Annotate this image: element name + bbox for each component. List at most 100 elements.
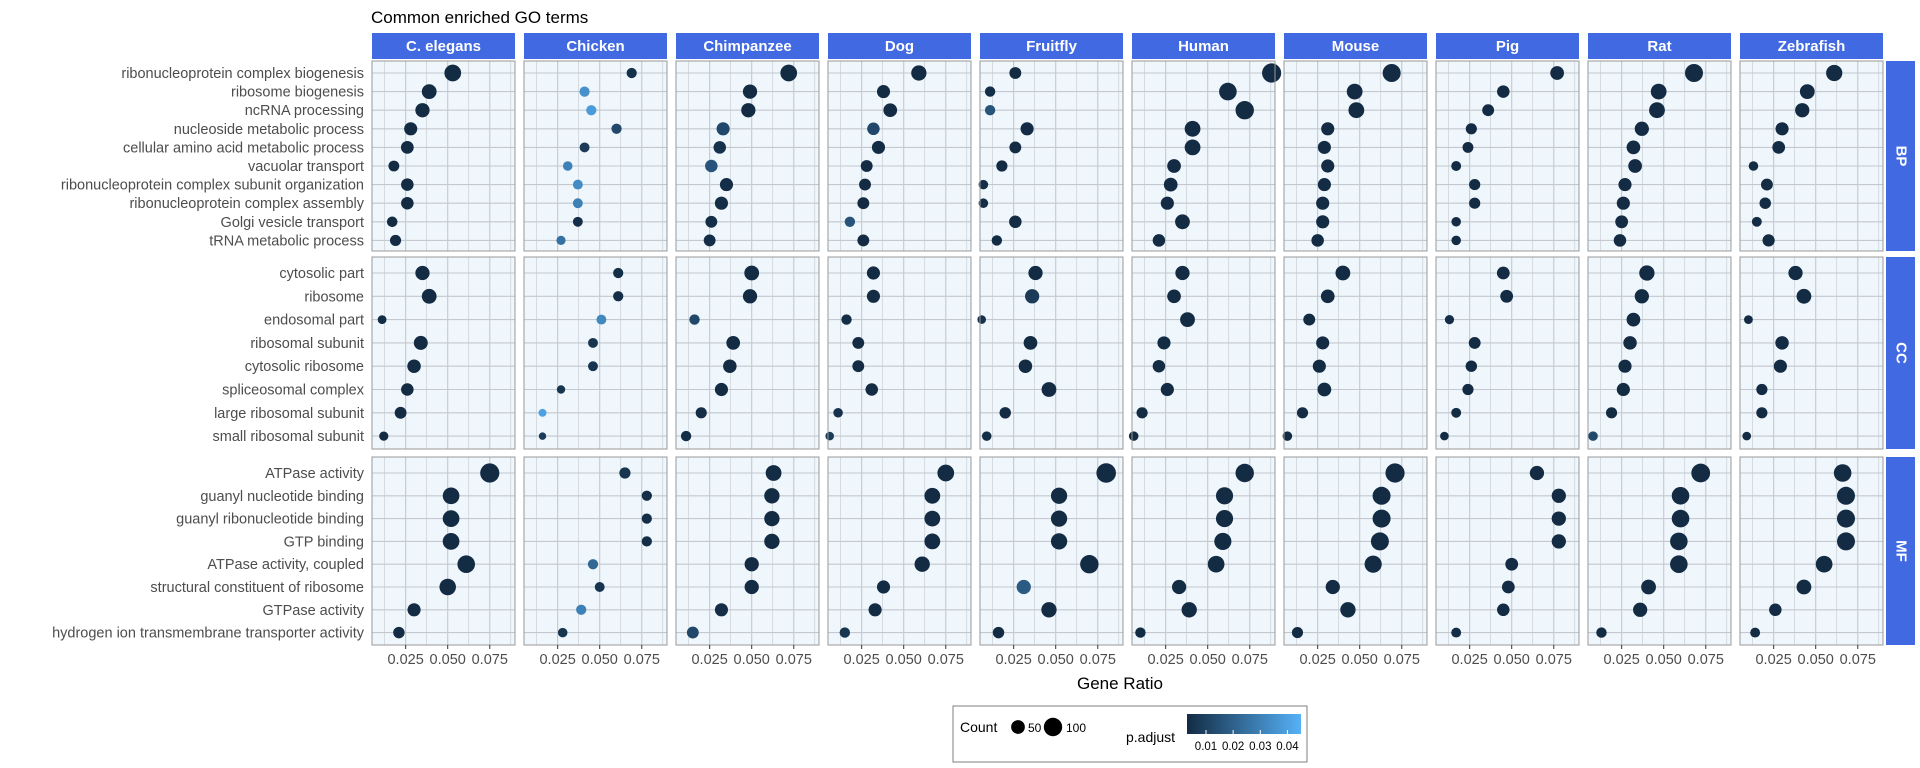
panel-rat-bp <box>1587 60 1732 252</box>
point-chicken-golgi-vesicle-transport <box>572 216 583 227</box>
point-human-guanyl-ribonucleotide-binding <box>1215 510 1234 528</box>
point-chicken-hydrogen-ion-transmembrane-transporter-activity <box>557 627 568 638</box>
panel-border <box>1283 456 1428 646</box>
point-zebrafish-guanyl-nucleotide-binding <box>1836 486 1855 505</box>
strip-label-c-elegans: C. elegans <box>406 38 481 55</box>
panel-background <box>676 257 819 449</box>
panel-background <box>1132 457 1275 645</box>
point-chimpanzee-endosomal-part <box>689 314 700 325</box>
panel-mouse-mf <box>1283 456 1428 646</box>
point-human-cytosolic-ribosome <box>1152 359 1166 373</box>
point-mouse-nucleoside-metabolic-process <box>1321 122 1335 136</box>
point-pig-nucleoside-metabolic-process <box>1465 123 1477 135</box>
term-label-large-ribosomal-subunit: large ribosomal subunit <box>214 406 364 422</box>
term-label-cytosolic-ribosome: cytosolic ribosome <box>245 359 364 375</box>
point-dog-ribonucleoprotein-complex-biogenesis <box>911 65 927 81</box>
term-label-atpase-activity: ATPase activity <box>265 466 365 482</box>
point-pig-ncrna-processing <box>1482 104 1495 117</box>
point-dog-ribonucleoprotein-complex-assembly <box>857 197 870 210</box>
panel-border <box>1435 60 1580 252</box>
panel-background <box>372 257 515 449</box>
point-zebrafish-vacuolar-transport <box>1748 161 1759 171</box>
point-c-elegans-cellular-amino-acid-metabolic-process <box>400 141 414 154</box>
panel-chicken-bp <box>523 60 668 252</box>
point-rat-hydrogen-ion-transmembrane-transporter-activity <box>1596 627 1607 638</box>
point-pig-guanyl-ribonucleotide-binding <box>1551 511 1566 526</box>
panel-border <box>827 60 972 252</box>
x-tick-label: 0.075 <box>776 652 812 668</box>
x-tick-label: 0.025 <box>539 652 575 668</box>
species-strips: C. elegans Chicken Chimpanzee Dog Fruitfly Hu… <box>372 33 1883 59</box>
point-pig-atpase-activity-coupled <box>1505 557 1519 571</box>
panel-fruitfly-cc <box>977 256 1124 450</box>
panel-c-elegans-mf <box>371 456 516 646</box>
point-c-elegans-ribonucleoprotein-complex-assembly <box>401 196 414 210</box>
point-chicken-trna-metabolic-process <box>556 235 566 245</box>
point-pig-guanyl-nucleotide-binding <box>1551 488 1566 503</box>
x-tick-label: 0.025 <box>387 652 423 668</box>
point-c-elegans-nucleoside-metabolic-process <box>404 122 418 136</box>
point-pig-large-ribosomal-subunit <box>1451 407 1462 418</box>
chart-title: Common enriched GO terms <box>371 8 588 27</box>
point-mouse-hydrogen-ion-transmembrane-transporter-activity <box>1291 627 1304 639</box>
point-rat-ribonucleoprotein-complex-biogenesis <box>1684 64 1703 82</box>
x-tick-label: 0.075 <box>1536 652 1572 668</box>
panel-zebrafish-cc <box>1739 256 1884 450</box>
legend-padjust-title: p.adjust <box>1126 729 1175 745</box>
point-chicken-small-ribosomal-subunit <box>538 432 547 440</box>
point-c-elegans-large-ribosomal-subunit <box>394 406 407 419</box>
point-c-elegans-ncrna-processing <box>415 103 430 118</box>
point-fruitfly-ribosome <box>1025 289 1040 304</box>
point-zebrafish-guanyl-ribonucleotide-binding <box>1836 509 1855 528</box>
x-tick-label: 0.075 <box>1384 652 1420 668</box>
point-human-ribonucleoprotein-complex-subunit-organization <box>1163 177 1178 192</box>
point-rat-vacuolar-transport <box>1628 159 1642 173</box>
panel-background <box>980 257 1123 449</box>
panel-c-elegans-cc <box>371 256 516 450</box>
point-chimpanzee-atpase-activity-coupled <box>744 557 759 572</box>
point-pig-cytosolic-ribosome <box>1465 360 1478 372</box>
panel-border <box>979 256 1124 450</box>
x-tick-label: 0.050 <box>1342 652 1378 668</box>
point-fruitfly-ncrna-processing <box>984 105 996 116</box>
point-human-spliceosomal-complex <box>1160 382 1174 397</box>
point-dog-hydrogen-ion-transmembrane-transporter-activity <box>839 627 851 638</box>
point-mouse-ncrna-processing <box>1348 102 1365 119</box>
point-pig-hydrogen-ion-transmembrane-transporter-activity <box>1451 627 1462 638</box>
point-c-elegans-guanyl-ribonucleotide-binding <box>442 510 460 527</box>
point-chimpanzee-ribosome <box>742 289 758 304</box>
point-c-elegans-atpase-activity <box>480 463 500 483</box>
x-tick-label: 0.050 <box>734 652 770 668</box>
point-chicken-ribonucleoprotein-complex-biogenesis <box>626 67 637 79</box>
facet-panels <box>371 60 1884 646</box>
strip-label-dog: Dog <box>885 38 914 55</box>
point-rat-ribosome <box>1634 289 1649 304</box>
point-pig-spliceosomal-complex <box>1462 383 1474 396</box>
point-chicken-ribosome-biogenesis <box>579 86 590 97</box>
point-pig-ribosome-biogenesis <box>1497 85 1510 98</box>
point-chicken-ribosome <box>613 291 624 302</box>
x-tick-label: 0.050 <box>1190 652 1226 668</box>
point-chicken-ribonucleoprotein-complex-assembly <box>572 198 583 209</box>
point-zebrafish-gtp-binding <box>1836 532 1855 551</box>
panel-rat-mf <box>1587 456 1732 646</box>
point-human-cytosolic-part <box>1175 265 1190 281</box>
panel-human-cc <box>1128 256 1276 450</box>
point-human-ncrna-processing <box>1235 101 1254 120</box>
point-chicken-vacuolar-transport <box>562 161 573 171</box>
strip-label-fruitfly: Fruitfly <box>1026 38 1077 55</box>
x-tick-label: 0.050 <box>1038 652 1074 668</box>
x-tick-label: 0.075 <box>1688 652 1724 668</box>
term-label-cytosolic-part: cytosolic part <box>279 266 364 282</box>
term-label-endosomal-part: endosomal part <box>264 313 364 329</box>
point-zebrafish-ribosomal-subunit <box>1775 336 1789 350</box>
term-label-ribonucleoprotein-complex-subunit-organization: ribonucleoprotein complex subunit organi… <box>61 178 364 194</box>
legend-padjust-label: 0.04 <box>1276 741 1299 753</box>
point-rat-small-ribosomal-subunit <box>1588 431 1598 441</box>
point-fruitfly-large-ribosomal-subunit <box>999 407 1011 419</box>
point-dog-guanyl-ribonucleotide-binding <box>924 510 941 527</box>
point-fruitfly-gtp-binding <box>1050 533 1068 550</box>
point-c-elegans-gtpase-activity <box>407 603 421 617</box>
point-zebrafish-ribonucleoprotein-complex-biogenesis <box>1826 64 1843 82</box>
point-c-elegans-cytosolic-part <box>415 265 430 281</box>
